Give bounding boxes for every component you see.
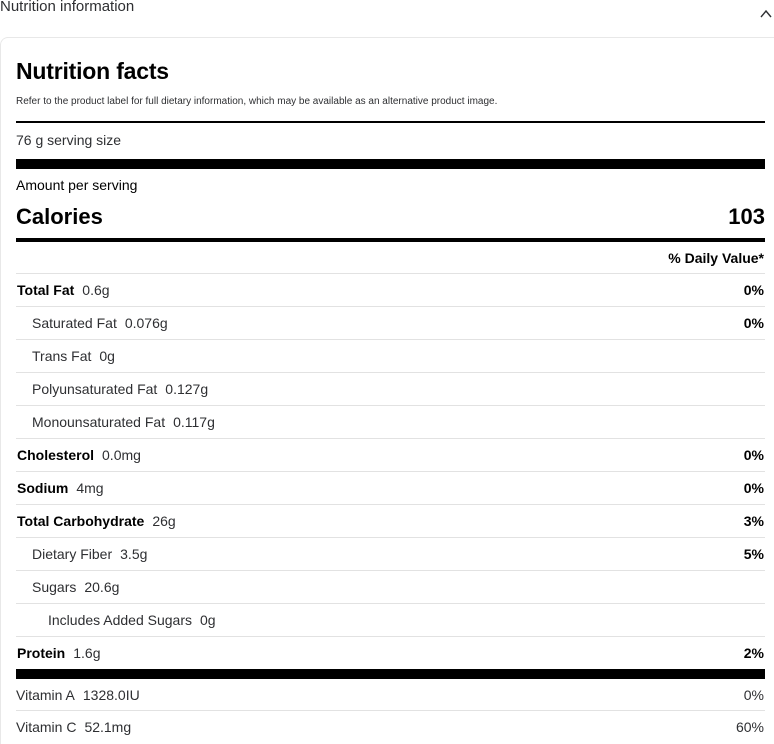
nutrient-row-sugars: Sugars 20.6g [16,570,765,603]
nutrient-daily-value: 3% [743,513,764,529]
chevron-up-icon[interactable] [760,8,772,20]
vitamin-name: Vitamin C [16,719,77,735]
nutrient-name: Trans Fat [32,348,92,364]
nutrient-amount: 0g [99,348,115,364]
nutrient-daily-value: 5% [743,546,764,562]
nutrient-row-dietary-fiber: Dietary Fiber 3.5g 5% [16,537,765,570]
nutrient-name: Cholesterol [17,447,95,463]
nutrient-name: Protein [17,645,66,661]
divider-medium [16,238,765,242]
nutrient-row-total-carbohydrate: Total Carbohydrate 26g 3% [16,504,765,537]
daily-value-header: % Daily Value* [668,250,764,266]
nutrient-name: Monounsaturated Fat [32,414,166,430]
vitamin-amount: 52.1mg [84,719,132,735]
nutrient-daily-value: 0% [743,315,764,331]
divider-thick [16,159,765,169]
nutrient-name: Saturated Fat [32,315,117,331]
nutrient-name: Sodium [17,480,69,496]
divider [16,121,765,123]
nutrient-amount: 0.117g [173,414,215,430]
vitamin-row-vitamin-a: Vitamin A 1328.0IU 0% [16,679,765,712]
section-title: Nutrition information [0,0,135,15]
amount-per-serving: Amount per serving [16,177,138,193]
nutrition-facts-disclaimer: Refer to the product label for full diet… [16,96,498,107]
nutrient-row-total-fat: Total Fat 0.6g 0% [16,273,765,306]
vitamin-daily-value: 0% [743,687,764,703]
nutrient-amount: 20.6g [84,579,120,595]
nutrient-row-trans-fat: Trans Fat 0g [16,339,765,372]
nutrition-section-header[interactable]: Nutrition information [0,0,774,30]
nutrient-row-polyunsaturated-fat: Polyunsaturated Fat 0.127g [16,372,765,405]
nutrient-amount: 0.6g [82,282,110,298]
nutrient-name: Polyunsaturated Fat [32,381,158,397]
nutrient-name: Includes Added Sugars [48,612,192,628]
nutrient-row-added-sugars: Includes Added Sugars 0g [16,603,765,636]
nutrient-amount: 26g [152,513,176,529]
nutrient-row-monounsaturated-fat: Monounsaturated Fat 0.117g [16,405,765,438]
nutrient-amount: 0g [200,612,216,628]
nutrient-daily-value: 0% [743,447,764,463]
nutrient-daily-value: 0% [743,282,764,298]
serving-size: 76 g serving size [16,132,122,148]
nutrition-facts-title: Nutrition facts [16,58,169,84]
nutrient-row-sodium: Sodium 4mg 0% [16,471,765,504]
nutrient-name: Total Carbohydrate [17,513,145,529]
nutrient-amount: 0.0mg [102,447,141,463]
nutrient-amount: 3.5g [120,546,148,562]
vitamin-row-vitamin-c: Vitamin C 52.1mg 60% [16,710,765,743]
nutrient-amount: 1.6g [73,645,101,661]
nutrient-amount: 4mg [76,480,104,496]
nutrient-daily-value: 0% [743,480,764,496]
calories-value: 103 [728,204,765,229]
vitamin-daily-value: 60% [735,719,764,735]
nutrition-facts-card [0,37,774,744]
vitamin-name: Vitamin A [16,687,75,703]
nutrient-amount: 0.127g [165,381,209,397]
calories-label: Calories [16,204,103,229]
nutrient-name: Sugars [32,579,77,595]
divider-thick [16,669,765,679]
vitamin-amount: 1328.0IU [82,687,140,703]
nutrient-name: Dietary Fiber [32,546,113,562]
nutrient-row-protein: Protein 1.6g 2% [16,636,765,669]
nutrient-row-cholesterol: Cholesterol 0.0mg 0% [16,438,765,471]
nutrient-row-saturated-fat: Saturated Fat 0.076g 0% [16,306,765,339]
nutrient-daily-value: 2% [743,645,764,661]
nutrient-amount: 0.076g [124,315,168,331]
nutrient-name: Total Fat [17,282,75,298]
